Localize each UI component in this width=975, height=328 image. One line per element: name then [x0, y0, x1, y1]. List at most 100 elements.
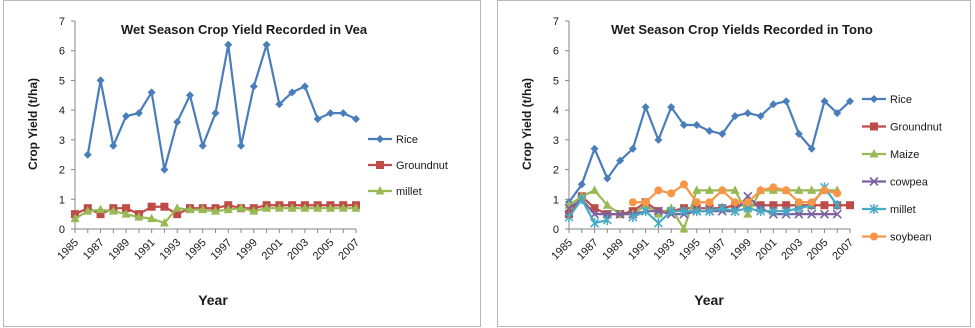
data-point: [781, 206, 791, 217]
data-point: [223, 204, 233, 214]
data-point: [820, 201, 829, 210]
data-point: [756, 206, 766, 217]
data-point: [173, 118, 182, 127]
legend-marker: [870, 122, 878, 131]
data-point: [160, 165, 169, 174]
y-axis-label: Crop Yield (t/ha): [26, 78, 40, 170]
data-point: [807, 209, 817, 219]
x-tick-label: 1989: [600, 237, 626, 263]
data-point: [96, 210, 105, 219]
data-point: [108, 206, 118, 215]
data-point: [122, 112, 131, 121]
x-tick-label: 1995: [183, 237, 209, 263]
series-line: [86, 40, 357, 170]
x-tick-label: 1991: [626, 237, 652, 263]
data-point: [756, 186, 765, 195]
series-line: [568, 189, 838, 232]
y-tick-label: 1: [553, 194, 559, 206]
data-point: [275, 100, 284, 109]
data-point: [288, 88, 297, 97]
data-point: [577, 180, 586, 189]
data-point: [325, 203, 335, 212]
y-tick-label: 1: [59, 194, 65, 206]
x-tick-label: 1987: [575, 237, 601, 263]
legend-item: millet: [862, 204, 916, 216]
x-tick-label: 1985: [549, 237, 575, 263]
data-point: [692, 121, 701, 129]
data-point: [743, 209, 753, 218]
data-point: [121, 209, 131, 218]
legend-item: Rice: [368, 134, 418, 146]
data-point: [249, 206, 259, 215]
legend-label: cowpea: [890, 177, 929, 189]
x-tick-label: 1993: [652, 237, 678, 263]
data-point: [692, 198, 701, 207]
legend-item: millet: [368, 186, 422, 198]
data-point: [603, 174, 612, 183]
x-tick-label: 1985: [55, 237, 81, 263]
data-point: [224, 40, 233, 49]
y-tick-label: 4: [59, 105, 65, 117]
y-axis-label: Crop Yield (t/ha): [520, 78, 534, 170]
legend-label: soybean: [890, 232, 932, 244]
data-point: [83, 206, 93, 215]
data-point: [820, 97, 829, 106]
data-point: [820, 186, 829, 195]
y-tick-label: 3: [59, 135, 65, 147]
data-point: [147, 88, 156, 97]
data-point: [577, 194, 587, 205]
data-point: [794, 198, 803, 207]
data-point: [743, 198, 752, 207]
series-line: [568, 197, 608, 225]
legend-label: Groundnut: [396, 160, 448, 172]
data-point: [185, 204, 195, 214]
chart-vea: Wet Season Crop Yield Recorded in Vea Cr…: [26, 16, 448, 308]
data-point: [679, 224, 689, 233]
data-point: [641, 198, 650, 207]
data-point: [731, 198, 740, 207]
legend-label: millet: [396, 186, 422, 198]
data-point: [653, 209, 663, 218]
data-point: [654, 135, 663, 144]
data-point: [807, 198, 816, 207]
data-point: [705, 185, 714, 194]
data-point: [602, 215, 612, 226]
data-point: [83, 150, 92, 159]
x-tick-label: 1999: [728, 237, 754, 263]
data-point: [590, 185, 600, 194]
data-point: [590, 204, 599, 213]
y-tick-label: 6: [553, 46, 559, 58]
data-point: [782, 201, 791, 210]
x-tick-label: 2005: [311, 237, 337, 263]
y-tick-label: 3: [553, 135, 559, 147]
x-tick-label: 2003: [285, 237, 311, 263]
data-point: [300, 203, 310, 212]
data-point: [718, 129, 727, 138]
legend-item: Maize: [862, 149, 919, 161]
x-axis-label: Year: [694, 292, 724, 308]
data-point: [667, 103, 676, 112]
data-point: [794, 185, 804, 194]
data-point: [602, 200, 612, 209]
data-point: [198, 141, 207, 150]
data-point: [109, 141, 118, 150]
data-point: [590, 144, 599, 153]
x-tick-label: 2007: [336, 237, 362, 263]
legend-item: Groundnut: [368, 160, 448, 172]
data-point: [590, 218, 600, 229]
legend-item: Rice: [862, 94, 912, 106]
y-tick-label: 7: [553, 16, 559, 28]
series-rice: [565, 97, 854, 207]
data-point: [70, 213, 80, 223]
series-soybean: [628, 180, 842, 207]
chart-panel-tono: Wet Season Crop Yields Recorded in Tono …: [497, 0, 971, 327]
data-point: [160, 202, 169, 211]
data-point: [769, 183, 778, 192]
data-point: [236, 203, 246, 212]
legend-label: Rice: [890, 94, 912, 106]
data-point: [667, 189, 676, 198]
x-tick-label: 2001: [754, 237, 780, 263]
y-tick-label: 6: [59, 46, 65, 58]
data-point: [653, 218, 663, 229]
legend-marker: [870, 95, 878, 103]
